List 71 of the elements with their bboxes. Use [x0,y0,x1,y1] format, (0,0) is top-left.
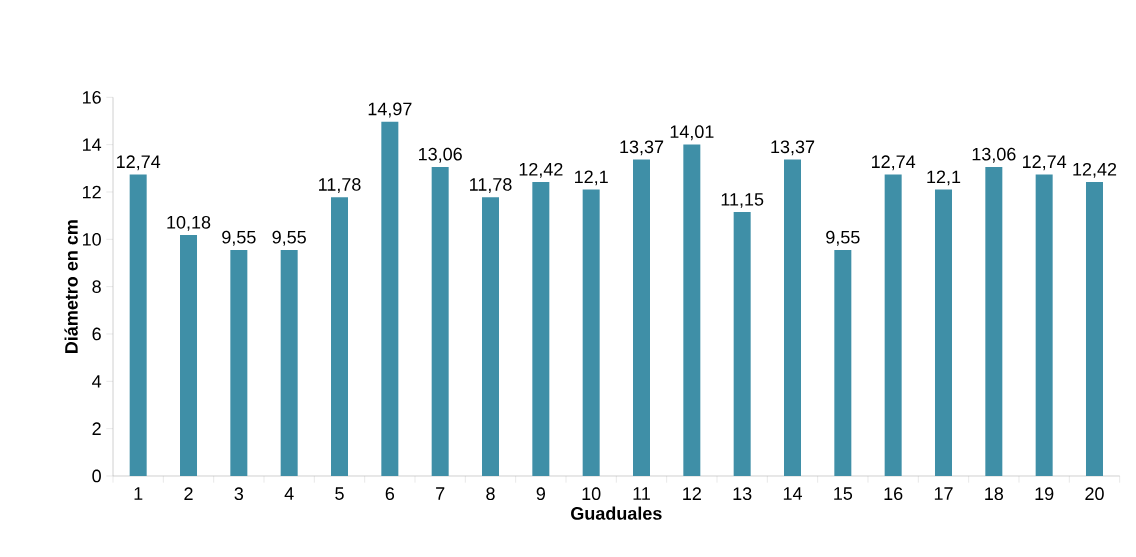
x-tick-label: 4 [284,487,294,500]
bar [633,159,650,476]
x-tick-label: 13 [733,487,752,501]
y-tick-label: 10 [82,232,101,246]
bar [1035,174,1053,476]
bar [331,197,349,476]
x-tick-label: 12 [683,487,701,500]
bar [834,249,852,476]
bar [280,249,298,476]
bar [381,121,399,476]
x-tick-label: 11 [633,487,650,500]
bar [582,189,600,476]
data-label: 12,74 [872,155,916,171]
data-label: 11,15 [721,193,764,208]
data-label: 9,55 [222,230,256,246]
x-tick-label: 19 [1035,487,1054,501]
x-tick-label: 18 [985,487,1004,501]
bar [482,197,499,476]
y-axis-title: Diámetro en cm [64,220,78,353]
x-tick-label: 15 [834,487,853,500]
x-tick-label: 1 [134,487,143,500]
data-label: 13,37 [620,140,664,156]
data-label: 12,74 [1023,155,1067,171]
data-label: 12,1 [575,170,608,186]
data-label: 12,42 [519,162,563,178]
bar [431,166,449,476]
bar [733,212,751,476]
y-tick-label: 2 [92,422,101,435]
bar [230,249,248,476]
data-label: 9,55 [826,230,860,246]
bar [129,174,147,476]
data-label: 13,37 [771,140,815,156]
x-tick-label: 3 [234,487,244,501]
bar [985,166,1003,476]
y-tick-label: 12 [82,185,101,199]
data-label: 12,42 [1073,162,1117,178]
data-label: 13,06 [419,147,462,163]
y-tick-label: 6 [92,327,101,341]
y-tick-label: 16 [82,90,101,104]
data-label: 9,55 [272,230,306,246]
y-tick-label: 4 [92,375,102,388]
x-tick-label: 6 [385,487,395,501]
data-label: 14,01 [670,125,714,141]
data-label: 11,78 [319,178,361,193]
x-tick-label: 10 [582,487,601,501]
y-tick-label: 0 [92,469,101,483]
bar [784,159,801,476]
x-tick-label: 7 [436,487,445,500]
x-axis-title: Guaduales [571,506,662,520]
data-label: 10,18 [167,215,211,231]
data-label: 11,78 [470,178,512,193]
x-tick-label: 8 [486,487,495,501]
bar [1085,182,1103,476]
bar [683,144,701,476]
x-tick-label: 17 [934,487,953,500]
data-label: 12,74 [117,155,161,171]
x-tick-label: 16 [884,487,903,501]
x-tick-label: 14 [783,487,802,500]
data-label: 14,97 [368,102,412,118]
y-tick-label: 14 [82,138,102,151]
x-tick-label: 2 [184,487,193,500]
bar [935,189,952,476]
bar [884,174,902,476]
data-label: 12,1 [927,170,961,186]
x-tick-label: 9 [536,487,545,501]
bar [532,182,550,476]
y-tick-label: 8 [92,280,101,294]
data-label: 13,06 [972,147,1016,163]
x-tick-label: 5 [335,487,344,500]
x-tick-label: 20 [1085,487,1104,501]
bar [180,235,198,476]
